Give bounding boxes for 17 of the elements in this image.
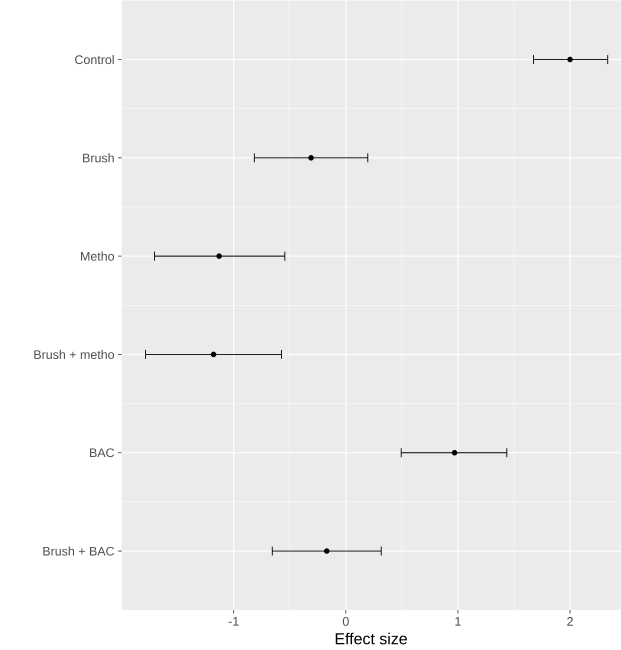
y-tick-label: Brush (83, 153, 114, 162)
point (308, 155, 314, 161)
point (216, 253, 222, 259)
point (324, 548, 330, 554)
y-tick-label: Metho (81, 252, 114, 261)
y-tick-label: Brush + metho (34, 350, 114, 360)
point (452, 450, 458, 456)
x-tick-label: 1 (455, 617, 461, 626)
point (567, 56, 573, 62)
point (210, 352, 216, 358)
x-tick-label: -1 (228, 617, 239, 626)
x-tick-label: 2 (567, 617, 573, 626)
y-tick-label: BAC (90, 448, 114, 458)
y-tick-label: Control (75, 54, 114, 64)
x-axis-title: Effect size (336, 632, 407, 644)
x-tick-label: 0 (342, 617, 349, 626)
y-tick-label: Brush + BAC (43, 546, 114, 556)
